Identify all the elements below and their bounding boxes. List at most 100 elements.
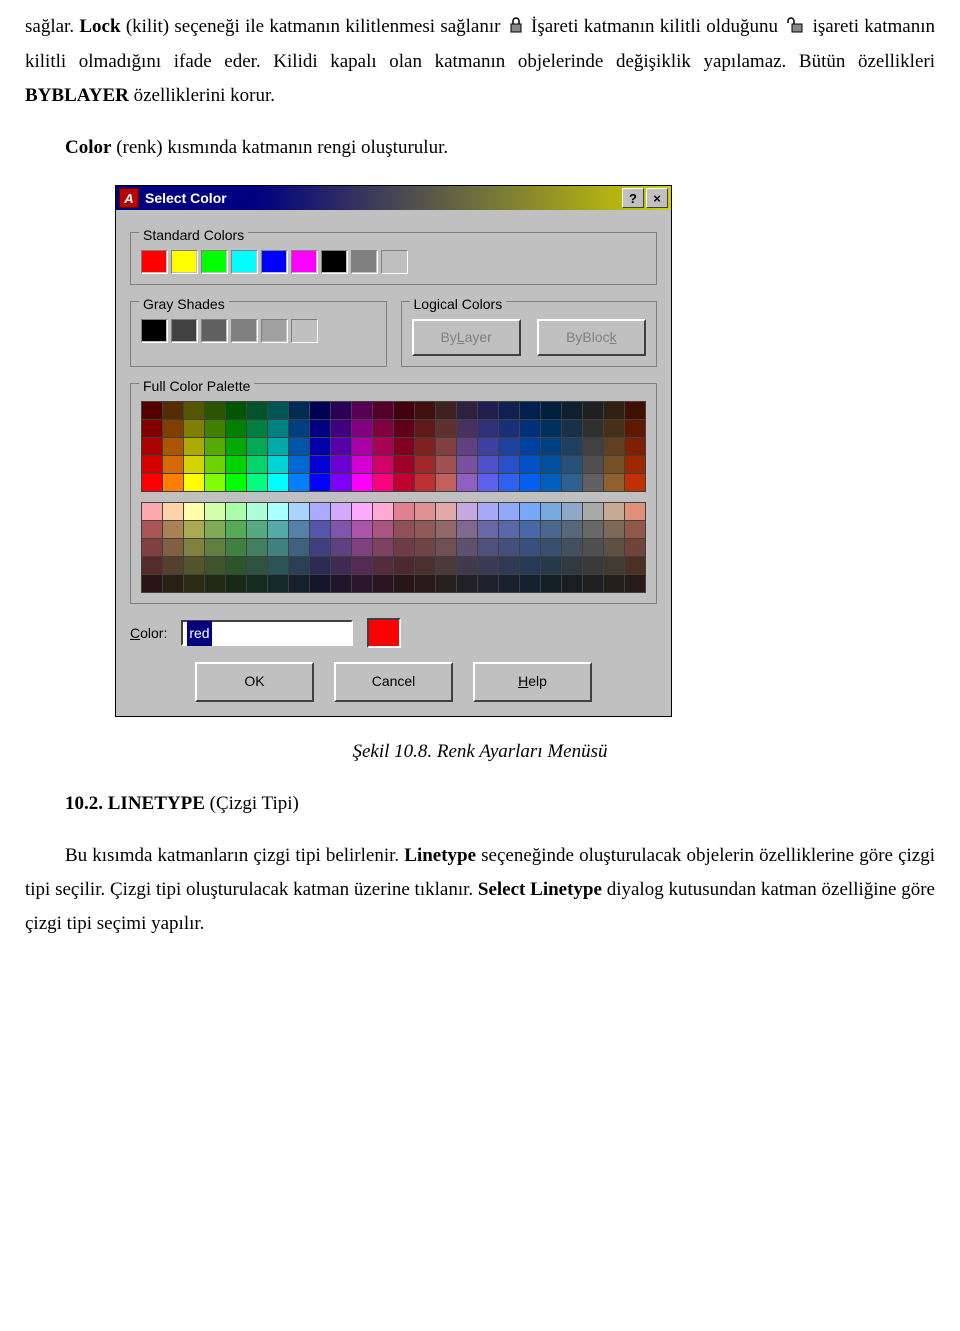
palette-cell[interactable] (373, 521, 393, 538)
palette-cell[interactable] (457, 420, 477, 437)
palette-cell[interactable] (520, 474, 540, 491)
palette-cell[interactable] (142, 474, 162, 491)
palette-cell[interactable] (289, 503, 309, 520)
palette-cell[interactable] (205, 503, 225, 520)
palette-cell[interactable] (352, 503, 372, 520)
palette-cell[interactable] (205, 456, 225, 473)
palette-cell[interactable] (268, 456, 288, 473)
palette-cell[interactable] (583, 575, 603, 592)
palette-cell[interactable] (205, 402, 225, 419)
palette-cell[interactable] (394, 575, 414, 592)
palette-cell[interactable] (583, 402, 603, 419)
palette-cell[interactable] (184, 402, 204, 419)
gray-swatch[interactable] (291, 319, 318, 343)
palette-cell[interactable] (373, 557, 393, 574)
palette-cell[interactable] (625, 521, 645, 538)
palette-cell[interactable] (478, 438, 498, 455)
palette-cell[interactable] (415, 474, 435, 491)
palette-cell[interactable] (562, 420, 582, 437)
palette-cell[interactable] (268, 402, 288, 419)
palette-cell[interactable] (436, 539, 456, 556)
palette-cell[interactable] (163, 474, 183, 491)
palette-cell[interactable] (499, 438, 519, 455)
palette-cell[interactable] (499, 503, 519, 520)
palette-cell[interactable] (604, 456, 624, 473)
palette-cell[interactable] (562, 575, 582, 592)
palette-cell[interactable] (415, 420, 435, 437)
palette-cell[interactable] (457, 521, 477, 538)
palette-cell[interactable] (394, 438, 414, 455)
palette-cell[interactable] (415, 557, 435, 574)
palette-cell[interactable] (289, 521, 309, 538)
palette-cell[interactable] (163, 402, 183, 419)
palette-cell[interactable] (247, 420, 267, 437)
palette-cell[interactable] (457, 575, 477, 592)
palette-cell[interactable] (604, 557, 624, 574)
palette-cell[interactable] (268, 420, 288, 437)
palette-cell[interactable] (604, 503, 624, 520)
palette-cell[interactable] (478, 503, 498, 520)
palette-cell[interactable] (625, 503, 645, 520)
cancel-button[interactable]: Cancel (334, 662, 453, 701)
palette-cell[interactable] (436, 557, 456, 574)
palette-cell[interactable] (499, 420, 519, 437)
palette-cell[interactable] (184, 539, 204, 556)
palette-cell[interactable] (562, 539, 582, 556)
palette-cell[interactable] (247, 539, 267, 556)
palette-cell[interactable] (205, 438, 225, 455)
palette-cell[interactable] (583, 420, 603, 437)
palette-cell[interactable] (625, 575, 645, 592)
palette-cell[interactable] (436, 503, 456, 520)
bylayer-button[interactable]: ByLayer (412, 319, 521, 356)
palette-cell[interactable] (352, 557, 372, 574)
palette-cell[interactable] (436, 521, 456, 538)
palette-cell[interactable] (289, 420, 309, 437)
palette-cell[interactable] (415, 402, 435, 419)
palette-cell[interactable] (373, 503, 393, 520)
palette-cell[interactable] (184, 503, 204, 520)
palette-cell[interactable] (184, 474, 204, 491)
palette-cell[interactable] (583, 474, 603, 491)
palette-cell[interactable] (436, 438, 456, 455)
palette-cell[interactable] (520, 521, 540, 538)
palette-cell[interactable] (583, 521, 603, 538)
gray-swatch[interactable] (201, 319, 228, 343)
palette-cell[interactable] (247, 474, 267, 491)
color-swatch[interactable] (171, 250, 198, 274)
palette-cell[interactable] (604, 474, 624, 491)
palette-cell[interactable] (625, 456, 645, 473)
palette-cell[interactable] (457, 503, 477, 520)
palette-cell[interactable] (562, 503, 582, 520)
palette-cell[interactable] (457, 456, 477, 473)
palette-cell[interactable] (520, 539, 540, 556)
color-swatch[interactable] (381, 250, 408, 274)
ok-button[interactable]: OK (195, 662, 314, 701)
palette-cell[interactable] (310, 575, 330, 592)
palette-cell[interactable] (226, 474, 246, 491)
palette-cell[interactable] (436, 456, 456, 473)
palette-cell[interactable] (625, 539, 645, 556)
palette-cell[interactable] (562, 402, 582, 419)
palette-cell[interactable] (331, 521, 351, 538)
palette-cell[interactable] (226, 503, 246, 520)
palette-cell[interactable] (289, 474, 309, 491)
palette-cell[interactable] (289, 456, 309, 473)
gray-swatch[interactable] (231, 319, 258, 343)
palette-cell[interactable] (268, 521, 288, 538)
palette-cell[interactable] (478, 575, 498, 592)
palette-cell[interactable] (415, 503, 435, 520)
palette-cell[interactable] (163, 503, 183, 520)
palette-cell[interactable] (583, 539, 603, 556)
palette-cell[interactable] (142, 456, 162, 473)
palette-cell[interactable] (415, 575, 435, 592)
help-button[interactable]: ? (622, 188, 644, 208)
palette-cell[interactable] (373, 474, 393, 491)
palette-cell[interactable] (541, 474, 561, 491)
palette-cell[interactable] (520, 438, 540, 455)
palette-cell[interactable] (478, 456, 498, 473)
gray-swatch[interactable] (141, 319, 168, 343)
palette-cell[interactable] (268, 474, 288, 491)
palette-cell[interactable] (373, 575, 393, 592)
palette-cell[interactable] (331, 474, 351, 491)
palette-cell[interactable] (289, 539, 309, 556)
